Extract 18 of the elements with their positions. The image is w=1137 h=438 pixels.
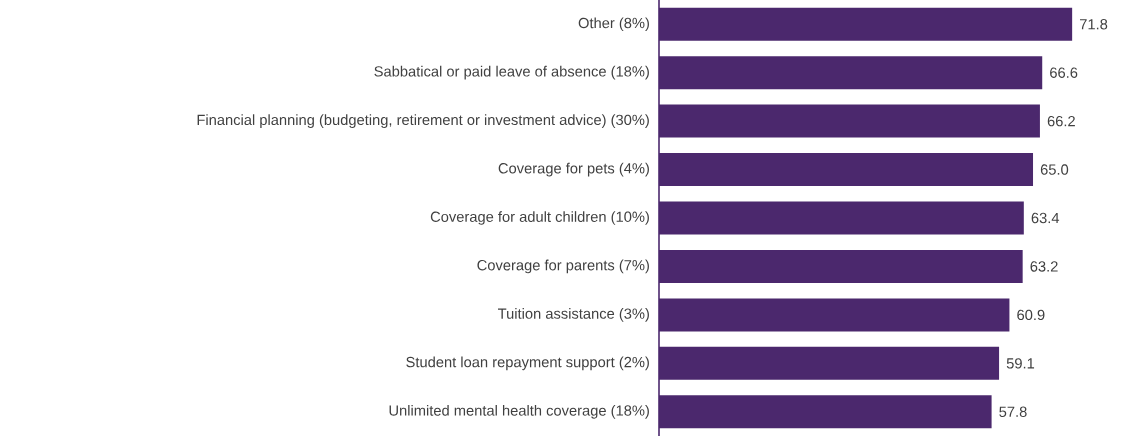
data-label: 66.6	[1050, 67, 1078, 78]
data-label: 63.4	[1031, 212, 1060, 224]
y-tick-label: Unlimited mental health coverage (18%)	[389, 404, 649, 419]
y-tick-label: Coverage for pets (4%)	[498, 162, 649, 177]
data-label: 59.1	[1006, 358, 1035, 369]
y-tick-label: Other (8%)	[578, 17, 649, 32]
y-tick-label: Student loan repayment support (2%)	[406, 356, 649, 371]
data-label: 57.8	[999, 406, 1027, 417]
y-tick-label: Coverage for parents (7%)	[477, 259, 649, 274]
data-label: 71.8	[1080, 19, 1108, 30]
data-label: 60.9	[1017, 309, 1045, 321]
data-label: 63.2	[1030, 261, 1058, 272]
y-tick-label: Financial planning (budgeting, retirement or investment advice) (30%)	[197, 114, 649, 128]
y-tick-label: Tuition assistance (3%)	[498, 308, 649, 322]
y-tick-label: Sabbatical or paid leave of absence (18%)	[374, 65, 649, 80]
data-label: 65.0	[1040, 164, 1069, 175]
y-tick-label: Coverage for adult children (10%)	[430, 211, 649, 225]
data-label: 66.2	[1047, 115, 1075, 127]
